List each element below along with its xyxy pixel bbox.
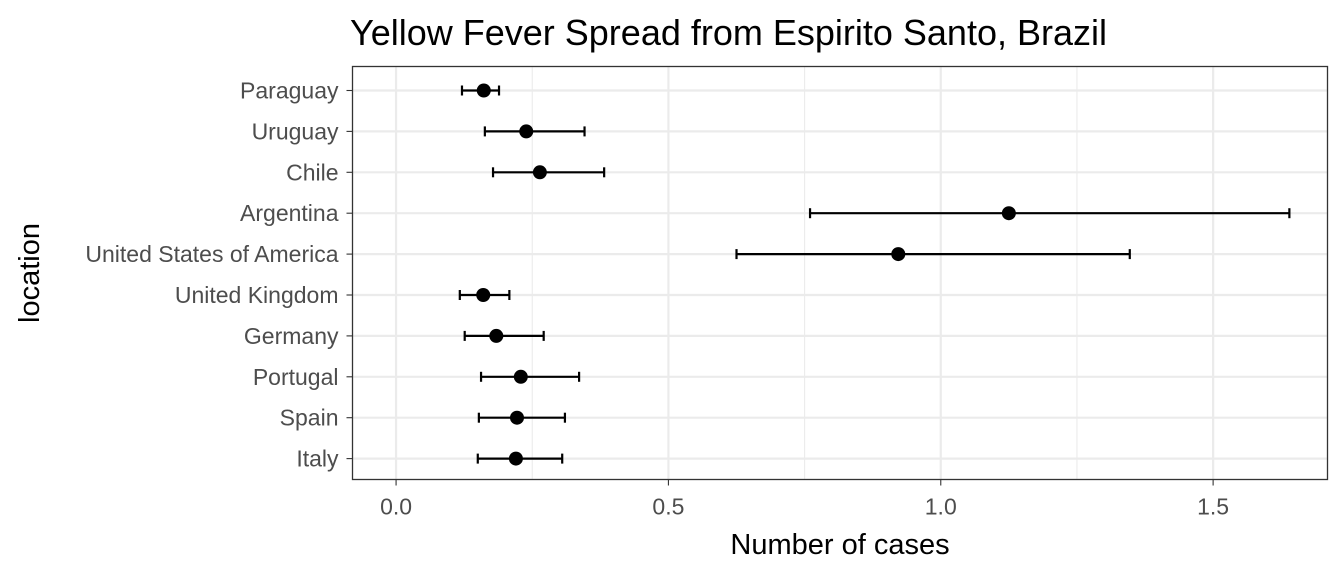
- x-tick-label: 1.5: [1197, 494, 1229, 520]
- data-point: [509, 410, 524, 425]
- data-point: [476, 83, 491, 98]
- data-row: [491, 165, 606, 180]
- y-tick-label: Uruguay: [252, 118, 339, 144]
- y-tick-label: United Kingdom: [175, 282, 339, 308]
- x-tick-label: 0.5: [652, 494, 684, 520]
- data-row: [477, 410, 567, 425]
- chart-title: Yellow Fever Spread from Espirito Santo,…: [350, 12, 1107, 53]
- y-tick-label: Spain: [280, 405, 339, 431]
- x-tick-label: 1.0: [925, 494, 957, 520]
- data-point: [513, 369, 528, 384]
- y-tick-label: Argentina: [240, 200, 339, 226]
- data-point: [489, 328, 504, 343]
- data-layer: [458, 83, 1291, 466]
- x-tick-label: 0.0: [380, 494, 412, 520]
- y-tick-label: Chile: [286, 159, 338, 185]
- y-tick-label: Portugal: [253, 364, 339, 390]
- data-row: [479, 369, 581, 384]
- axis-layer: 0.0 0.5 1.0 1.5 Paraguay Uruguay Chile Argentin…: [85, 78, 1229, 520]
- data-point: [532, 165, 547, 180]
- grid-layer: [352, 66, 1328, 480]
- panel-border: [351, 65, 1329, 481]
- data-row: [808, 206, 1291, 221]
- data-point: [476, 288, 491, 302]
- data-point: [519, 124, 534, 139]
- data-row: [483, 124, 586, 139]
- data-point: [508, 451, 523, 466]
- y-tick-label: Paraguay: [240, 78, 339, 104]
- x-axis-title: Number of cases: [730, 529, 949, 561]
- y-tick-label: Germany: [244, 323, 339, 349]
- data-row: [463, 328, 545, 343]
- y-axis-title: location: [14, 223, 46, 323]
- data-row: [458, 288, 511, 302]
- data-point: [1001, 206, 1016, 221]
- data-row: [735, 247, 1131, 262]
- data-row: [476, 451, 564, 466]
- data-row: [460, 83, 501, 98]
- y-tick-label: Italy: [296, 446, 339, 472]
- data-point: [891, 247, 906, 262]
- y-tick-label: United States of America: [85, 241, 338, 267]
